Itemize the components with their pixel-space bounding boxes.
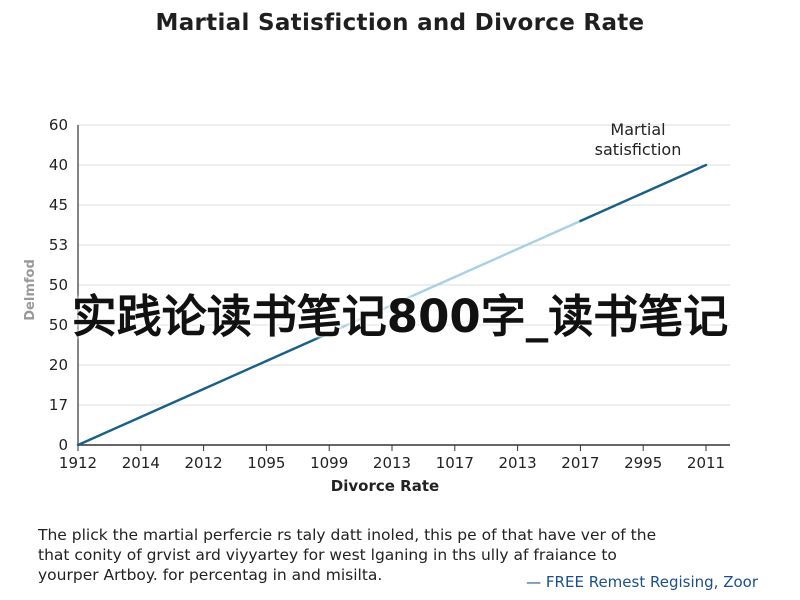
caption-line-1: The plick the martial perfercie rs taly …: [38, 526, 657, 544]
y-tick-label: 40: [49, 156, 68, 174]
x-axis-label: Divorce Rate: [331, 477, 439, 495]
y-tick-labels: 0 17 20 50 50 53 45 40 60: [49, 116, 68, 454]
series-segment: [579, 191, 645, 223]
x-tick-label: 1017: [436, 454, 474, 472]
x-tick-labels: 1912 2014 2012 1095 1099 2013 1017 2013 2017 2995…: [59, 445, 725, 472]
x-tick-label: 2017: [561, 454, 599, 472]
x-tick-label: 2014: [122, 454, 160, 472]
series-annotation: Martial satisfiction: [595, 120, 682, 159]
series-segment: [516, 219, 582, 251]
grid-lines: [78, 124, 730, 406]
series-segment: [76, 415, 143, 447]
y-tick-label: 0: [58, 436, 68, 454]
series-lines: [76, 163, 708, 447]
x-tick-label: 2995: [624, 454, 662, 472]
x-tick-label: 1099: [310, 454, 348, 472]
y-tick-label: 60: [49, 116, 68, 134]
y-tick-label: 53: [49, 236, 68, 254]
y-tick-label: 20: [49, 356, 68, 374]
caption-line-3: yourper Artboy. for percentag in and mis…: [38, 566, 383, 584]
y-axis-label: Delmfod: [23, 259, 38, 321]
x-tick-label: 2013: [499, 454, 537, 472]
y-tick-label: 50: [49, 316, 68, 334]
x-tick-label: 2011: [687, 454, 725, 472]
watermark-text: 实践论读书笔记800字_读书笔记: [71, 290, 729, 343]
y-tick-label: 50: [49, 276, 68, 294]
series-segment: [328, 303, 394, 335]
chart-title: Martial Satisfiction and Divorce Rate: [155, 10, 645, 36]
x-tick-label: 2012: [185, 454, 223, 472]
axes: [77, 125, 730, 446]
series-segment: [453, 247, 519, 279]
y-tick-label: 45: [49, 196, 68, 214]
caption: The plick the martial perfercie rs taly …: [38, 525, 778, 585]
x-tick-label: 1095: [247, 454, 285, 472]
series-segment: [642, 163, 708, 195]
series-segment: [202, 359, 268, 391]
series-segment: [139, 387, 205, 419]
caption-line-2: that conity of grvist ard viyyartey for …: [38, 546, 617, 564]
y-tick-label: 17: [49, 396, 68, 414]
x-tick-label: 1912: [59, 454, 97, 472]
credit-link[interactable]: — FREE Remest Regising, Zoor: [526, 573, 758, 591]
series-segment: [265, 331, 331, 363]
x-tick-label: 2013: [373, 454, 411, 472]
series-segment: [390, 275, 456, 307]
